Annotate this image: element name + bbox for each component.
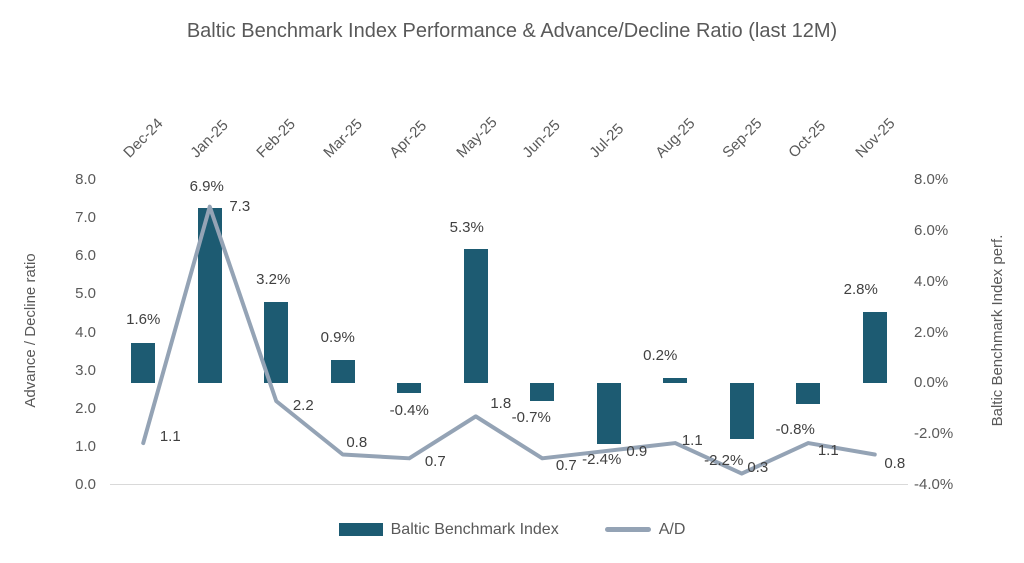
line-data-label: 0.8 — [884, 454, 906, 472]
x-axis-label: Nov-25 — [852, 115, 899, 162]
right-axis-tick-label: -4.0% — [914, 476, 954, 493]
bar-Jul-25 — [596, 383, 621, 445]
left-axis-tick-label: 5.0 — [75, 285, 96, 303]
right-axis-tick-label: 8.0% — [914, 171, 949, 188]
bar-Jun-25 — [530, 383, 555, 402]
left-axis-tick-label: 6.0 — [75, 247, 96, 265]
bar-data-label: 3.2% — [256, 271, 291, 288]
bar-data-label: -0.8% — [775, 420, 815, 438]
bar-May-25 — [463, 248, 488, 384]
left-axis-tick-label: 0.0 — [75, 476, 96, 493]
chart-title: Baltic Benchmark Index Performance & Adv… — [186, 20, 838, 42]
legend-item-ad: A/D — [604, 520, 686, 539]
left-axis-tick-label: 1.0 — [75, 437, 96, 455]
line-data-label: 0.3 — [747, 458, 769, 476]
right-axis-title: Baltic Benchmark Index perf. — [989, 234, 1006, 427]
left-axis-tick-label: 4.0 — [75, 323, 96, 341]
chart-title-row: Baltic Benchmark Index Performance & Adv… — [0, 16, 1024, 46]
right-axis-tick-label: -2.0% — [914, 425, 954, 443]
bar-Mar-25 — [330, 360, 355, 384]
x-axis-label: Aug-25 — [652, 115, 699, 162]
line-data-label: 0.9 — [626, 442, 648, 460]
x-axis-label: Dec-24 — [120, 115, 167, 162]
bar-data-label: 0.2% — [643, 347, 678, 365]
bar-data-label: 0.9% — [320, 329, 355, 347]
bar-Apr-25 — [397, 383, 422, 394]
ad-ratio-polyline — [141, 204, 877, 476]
right-axis-tick-label: 4.0% — [914, 272, 949, 290]
bar-Dec-24 — [131, 342, 156, 384]
x-axis-line — [110, 484, 908, 485]
x-axis-label: Apr-25 — [386, 117, 431, 162]
line-data-label: 7.3 — [229, 197, 251, 215]
legend-label: Baltic Benchmark Index — [390, 521, 559, 538]
bar-data-label: 5.3% — [449, 218, 484, 236]
line-data-label: 0.7 — [424, 453, 446, 471]
bar-Oct-25 — [796, 383, 821, 404]
x-axis-label: Oct-25 — [785, 117, 830, 162]
bar-Nov-25 — [862, 312, 887, 384]
right-axis-tick-label: 6.0% — [914, 221, 949, 239]
line-data-label: 1.1 — [159, 428, 181, 446]
bar-Feb-25 — [264, 302, 289, 384]
left-axis-tick-label: 8.0 — [75, 171, 96, 188]
bar-Sep-25 — [729, 383, 754, 440]
bar-data-label: -0.4% — [389, 401, 429, 419]
x-axis-label: Jun-25 — [519, 116, 564, 162]
bar-data-label: 2.8% — [843, 281, 878, 299]
bar-data-label: 6.9% — [189, 177, 224, 195]
x-axis-label: Mar-25 — [320, 115, 366, 162]
bar-Jan-25 — [197, 207, 222, 384]
left-axis-tick-label: 3.0 — [75, 361, 96, 379]
legend: Baltic Benchmark Index A/D — [0, 520, 1024, 539]
legend-label: A/D — [658, 521, 686, 538]
line-data-label: 1.1 — [817, 442, 839, 460]
line-data-label: 0.8 — [346, 433, 368, 451]
line-data-label: 2.2 — [292, 397, 314, 415]
x-axis-label: Jul-25 — [586, 120, 627, 162]
x-axis-label: Sep-25 — [719, 115, 766, 162]
bar-data-label: -2.4% — [582, 451, 622, 469]
line-series-swatch-icon — [604, 527, 651, 532]
x-axis-label: May-25 — [453, 113, 501, 162]
right-axis-tick-label: 2.0% — [914, 323, 949, 341]
legend-item-baltic-benchmark-index: Baltic Benchmark Index — [338, 520, 559, 539]
left-axis-tick-label: 7.0 — [75, 209, 96, 227]
line-data-label: 1.8 — [490, 395, 512, 413]
bar-data-label: -2.2% — [704, 452, 744, 470]
bar-Aug-25 — [663, 378, 688, 384]
x-axis-label: Feb-25 — [253, 115, 300, 162]
bar-data-label: 1.6% — [126, 310, 161, 328]
line-data-label: 1.1 — [681, 432, 703, 450]
left-axis-tick-label: 2.0 — [75, 399, 96, 417]
line-data-label: 0.7 — [555, 457, 577, 475]
right-axis-tick-label: 0.0% — [914, 374, 949, 392]
x-axis-label: Jan-25 — [187, 116, 232, 162]
bar-series-swatch-icon — [338, 523, 383, 536]
bar-data-label: -0.7% — [511, 409, 551, 427]
